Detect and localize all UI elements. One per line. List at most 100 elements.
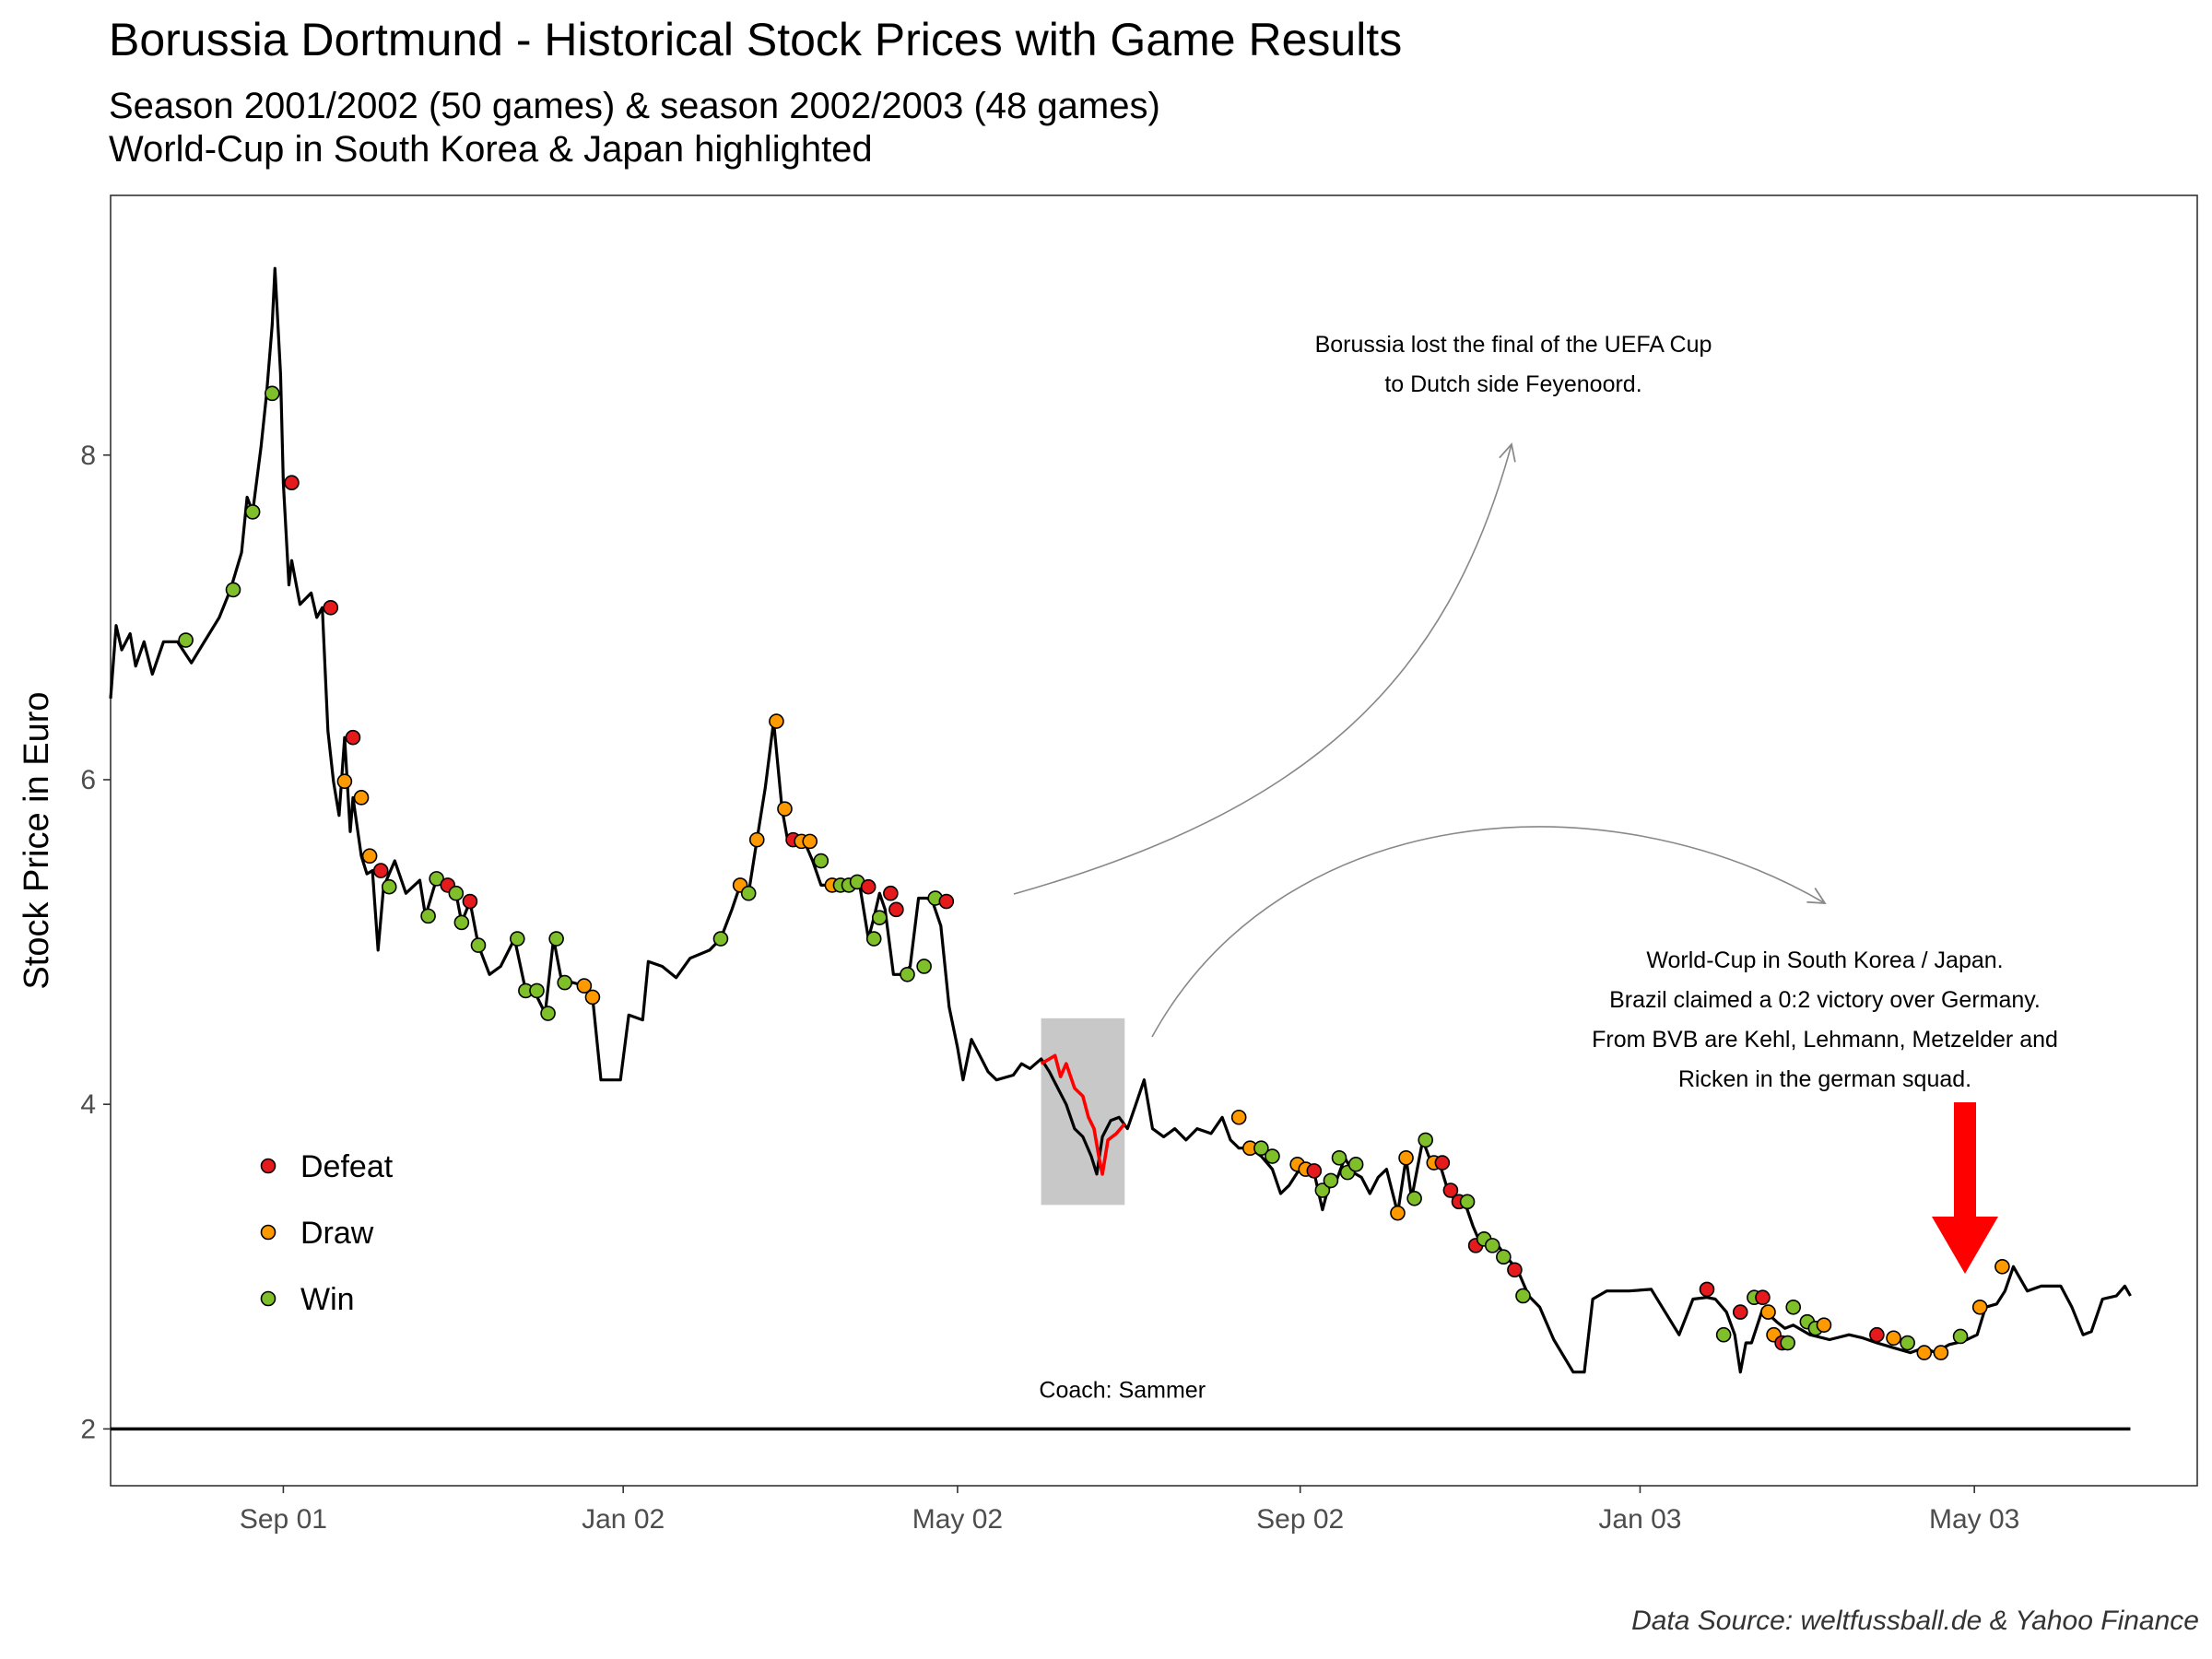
chart-subtitle: Season 2001/2002 (50 games) & season 200… [109,85,1160,171]
worldcup-price-line [1040,1053,1126,1176]
game-point-draw [361,848,378,865]
game-point-win [1406,1191,1422,1206]
game-point-draw [769,713,784,729]
game-point-win [1331,1149,1347,1166]
y-tick-label: 6 [80,765,96,795]
game-point-win [453,914,470,931]
game-point-win [865,931,882,947]
worldcup-annotation-line: Ricken in the german squad. [1678,1066,1971,1092]
game-point-defeat [1507,1262,1523,1278]
game-point-win [900,966,915,982]
data-source-caption: Data Source: weltfussball.de & Yahoo Fin… [1631,1606,2199,1636]
game-point-win [529,982,545,999]
game-point-win [813,853,830,869]
game-point-win [225,582,241,598]
game-point-defeat [1732,1304,1748,1320]
game-point-win [429,871,444,887]
legend-label-win: Win [300,1282,355,1317]
game-point-win [448,885,465,901]
game-point-defeat [1869,1326,1885,1343]
game-point-win [540,1006,556,1021]
game-point-draw [1398,1149,1414,1166]
subtitle-line-1: Season 2001/2002 (50 games) & season 200… [109,86,1160,126]
game-point-win [265,385,280,402]
game-point-win [1715,1326,1732,1343]
legend-key-draw [260,1224,276,1241]
red-arrow-shaft [1954,1102,1976,1217]
worldcup-arrow [1151,826,1827,1038]
x-tick-label: Jan 03 [1598,1504,1681,1535]
game-point-win [470,937,487,953]
worldcup-annotation-line: Brazil claimed a 0:2 victory over German… [1609,987,2041,1013]
game-point-defeat [323,599,339,616]
game-point-win [244,504,261,520]
game-point-draw [584,989,601,1006]
game-point-defeat [284,475,300,490]
game-point-defeat [1442,1182,1459,1198]
uefa-annotation-line: to Dutch side Feyenoord. [1384,371,1641,397]
game-point-draw [1933,1345,1949,1360]
game-point-win [557,974,572,991]
game-point-win [420,908,436,924]
game-point-win [1952,1328,1969,1345]
game-point-win [871,910,888,925]
game-point-win [381,878,397,895]
game-point-win [510,931,525,947]
x-tick-label: Sep 02 [1256,1504,1344,1535]
x-tick-label: Sep 01 [240,1504,327,1535]
y-tick-label: 4 [80,1089,96,1120]
y-tick-label: 8 [80,441,96,471]
game-point-draw [1390,1205,1406,1221]
game-point-win [1484,1238,1500,1253]
uefa-arrow [1013,442,1516,895]
worldcup-annotation-line: From BVB are Kehl, Lehmann, Metzelder an… [1592,1027,2058,1053]
game-point-win [1323,1172,1339,1189]
game-point-draw [1971,1299,1988,1315]
game-point-win [548,931,564,947]
stock-price-line [109,266,2132,1374]
red-arrow-head [1932,1217,1998,1274]
game-point-win [1459,1194,1476,1210]
game-point-win [1515,1288,1531,1304]
game-point-draw [1916,1345,1933,1360]
game-point-defeat [938,893,955,910]
game-point-defeat [462,893,478,910]
chart-title: Borussia Dortmund - Historical Stock Pri… [109,14,1403,65]
subtitle-line-2: World-Cup in South Korea & Japan highlig… [109,129,873,170]
game-point-draw [336,773,353,790]
legend-key-win [260,1290,276,1307]
game-point-draw [1994,1258,2010,1275]
legend-key-defeat [260,1158,276,1174]
game-point-draw [576,978,593,994]
plot-panel-border [110,194,2198,1487]
game-point-defeat [1434,1155,1451,1171]
x-tick-label: May 03 [1929,1504,2019,1535]
x-tick-label: May 02 [912,1504,1003,1535]
game-point-win [916,959,932,974]
game-point-win [1418,1132,1434,1148]
game-point-defeat [1306,1163,1323,1179]
y-axis-title: Stock Price in Euro [18,691,56,989]
game-point-defeat [1755,1289,1771,1306]
game-point-win [1496,1249,1512,1265]
game-point-draw [777,801,793,817]
game-point-win [740,885,757,901]
x-tick-label: Jan 02 [582,1504,665,1535]
legend-label-draw: Draw [300,1216,374,1251]
game-point-defeat [345,729,361,746]
game-point-win [1785,1299,1802,1315]
game-point-defeat [372,863,389,878]
coach-label: Coach: Sammer [1039,1377,1206,1403]
game-point-win [1314,1182,1331,1198]
game-point-win [712,931,729,947]
game-point-draw [1816,1317,1832,1333]
game-point-draw [802,833,818,850]
game-point-win [1347,1157,1364,1172]
game-point-draw [748,831,765,848]
game-point-defeat [1699,1281,1715,1298]
game-point-win [1900,1335,1915,1351]
game-point-draw [1230,1109,1247,1125]
worldcup-annotation-line: World-Cup in South Korea / Japan. [1646,947,2003,973]
game-point-defeat [883,885,899,901]
